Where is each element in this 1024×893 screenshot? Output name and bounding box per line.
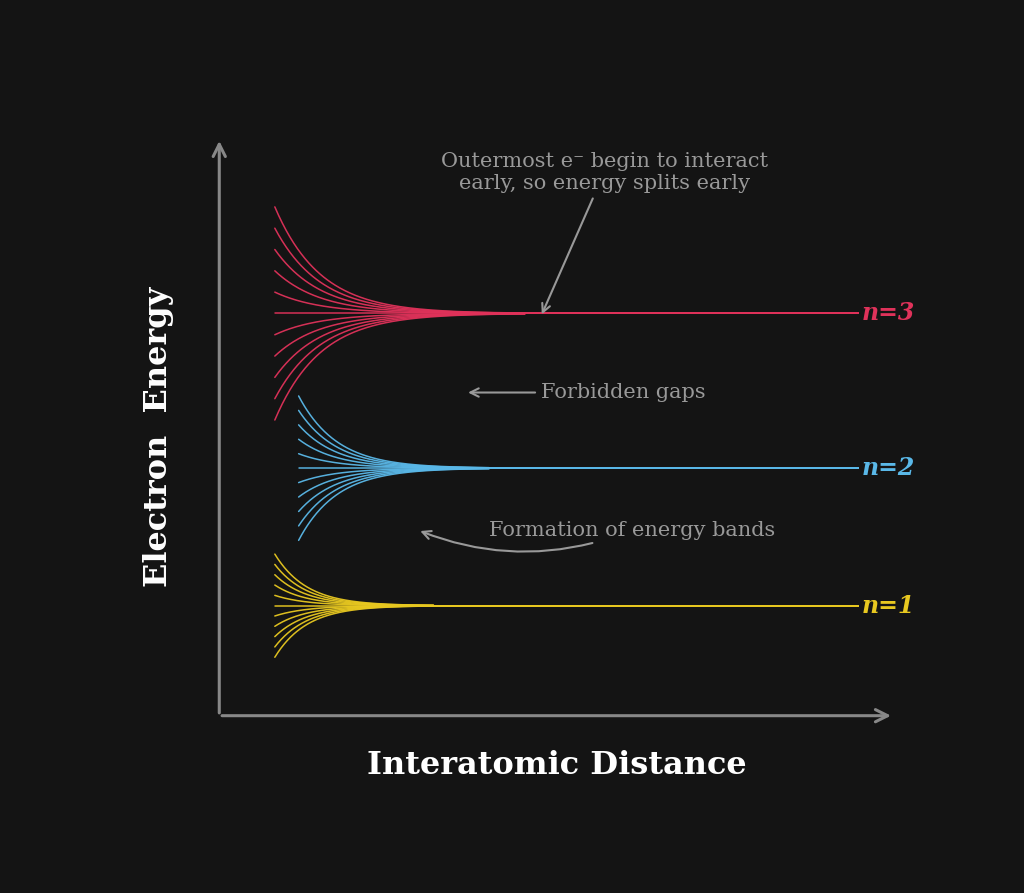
- Text: n=1: n=1: [862, 594, 915, 618]
- Text: Formation of energy bands: Formation of energy bands: [423, 521, 775, 552]
- Text: Outermost e⁻ begin to interact
early, so energy splits early: Outermost e⁻ begin to interact early, so…: [440, 152, 768, 313]
- Text: Interatomic Distance: Interatomic Distance: [367, 750, 746, 781]
- Text: n=3: n=3: [862, 302, 915, 325]
- Text: Forbidden gaps: Forbidden gaps: [470, 383, 706, 402]
- Text: Electron  Energy: Electron Energy: [142, 287, 174, 588]
- Text: n=2: n=2: [862, 456, 915, 480]
